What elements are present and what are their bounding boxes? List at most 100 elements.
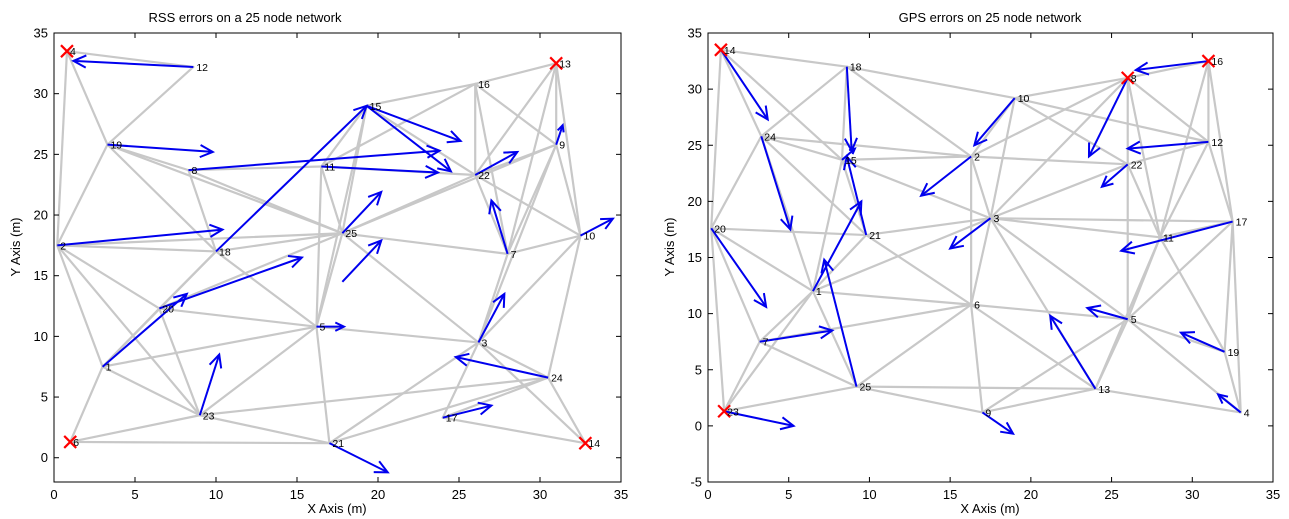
network-edge — [970, 303, 1097, 390]
node-label: 1 — [106, 362, 112, 374]
node-label: 23 — [203, 410, 215, 422]
chart-title: RSS errors on a 25 node network — [149, 10, 342, 25]
error-arrow-head — [780, 215, 794, 232]
error-arrow-shaft — [1088, 77, 1129, 157]
error-arrow-head — [477, 401, 494, 416]
node-label: 6 — [73, 437, 79, 449]
anchor-marker — [717, 404, 731, 419]
network-edge — [1094, 387, 1242, 414]
error-arrow-shaft — [321, 165, 438, 174]
node-label: 20 — [162, 303, 174, 315]
network-edge — [1223, 220, 1234, 353]
error-arrow-shaft — [723, 410, 794, 427]
network-edge — [1126, 76, 1210, 143]
error-arrow — [453, 352, 549, 379]
error-arrow — [760, 135, 794, 232]
network-edge — [365, 82, 477, 107]
network-edge — [69, 414, 201, 444]
y-tick-label: 15 — [34, 268, 48, 283]
network-edge — [56, 50, 69, 247]
error-arrow — [341, 190, 383, 234]
y-tick-label: 0 — [695, 418, 702, 433]
error-arrow-head — [1049, 313, 1063, 330]
network-edge — [328, 341, 480, 445]
error-arrow — [841, 147, 857, 161]
network-edge — [723, 385, 858, 413]
network-edge — [106, 143, 344, 235]
network-edge — [1126, 318, 1226, 353]
node-label: 17 — [446, 413, 458, 425]
x-tick-label: 20 — [1024, 487, 1038, 502]
error-arrow-head — [367, 238, 383, 255]
network-edge — [341, 232, 480, 344]
error-arrow-shaft — [845, 156, 868, 236]
network-edge — [198, 414, 331, 445]
network-edge — [719, 48, 848, 68]
network-edge — [840, 158, 992, 220]
network-edge — [719, 48, 763, 138]
error-arrow-shaft — [455, 356, 549, 379]
error-arrow-shaft — [1121, 220, 1233, 252]
error-arrow-shaft — [366, 104, 461, 142]
error-arrow — [1049, 313, 1097, 390]
error-arrow-shaft — [760, 135, 792, 230]
error-arrow — [198, 352, 223, 416]
network-edge — [760, 65, 848, 138]
error-arrow-head — [753, 292, 768, 309]
y-tick-label: 0 — [41, 450, 48, 465]
x-axis-label: X Axis (m) — [960, 501, 1019, 516]
anchor-marker — [714, 43, 728, 57]
network-edge — [315, 325, 331, 445]
error-arrow — [842, 154, 868, 236]
error-arrow-head — [453, 352, 470, 367]
error-arrow — [710, 227, 768, 309]
x-tick-label: 10 — [209, 487, 223, 502]
error-arrow — [321, 164, 441, 179]
node-label: 20 — [714, 223, 726, 235]
network-edge — [1094, 318, 1129, 390]
error-arrow-head — [1133, 61, 1150, 76]
x-axis-label: X Axis (m) — [307, 501, 366, 516]
error-arrow-head — [173, 292, 189, 308]
network-edge — [1207, 140, 1234, 223]
y-tick-label: 20 — [34, 208, 48, 223]
node-label: 16 — [1211, 56, 1223, 68]
anchor-marker — [60, 44, 74, 58]
node-label: 11 — [1163, 232, 1174, 244]
network-edge — [477, 341, 587, 445]
node-label: 19 — [110, 140, 122, 152]
anchor-marker-stroke — [714, 43, 728, 57]
network-edge — [474, 82, 558, 146]
network-edge — [56, 143, 109, 247]
x-tick-label: 30 — [1185, 487, 1199, 502]
node-label: 13 — [559, 58, 571, 70]
anchor-marker-stroke — [1201, 54, 1216, 68]
network-edge — [315, 232, 344, 328]
network-edge — [555, 62, 582, 237]
node-label: 19 — [1228, 347, 1240, 359]
error-arrow-head — [492, 291, 506, 308]
error-arrow-head — [1000, 421, 1015, 436]
error-arrow — [919, 155, 972, 198]
error-arrow — [341, 238, 383, 283]
network-edge — [328, 376, 550, 445]
error-arrow-head — [848, 147, 857, 155]
error-arrow-shaft — [474, 151, 518, 176]
network-edge — [477, 341, 550, 379]
x-tick-label: 25 — [1104, 487, 1118, 502]
error-arrow-shaft — [366, 105, 452, 173]
error-arrow-head — [1119, 240, 1136, 255]
error-arrow-head — [1100, 175, 1114, 189]
error-arrow-shaft — [841, 147, 856, 161]
network-edge — [710, 227, 761, 343]
y-tick-label: 20 — [688, 194, 702, 209]
y-tick-label: 30 — [688, 82, 702, 97]
network-edge — [989, 217, 1162, 239]
network-edge — [187, 165, 323, 172]
network-edge — [1231, 220, 1242, 414]
network-edge — [341, 173, 477, 235]
error-arrow-head — [209, 223, 225, 238]
error-arrow-head — [1178, 331, 1196, 344]
error-arrow-shaft — [442, 404, 492, 419]
